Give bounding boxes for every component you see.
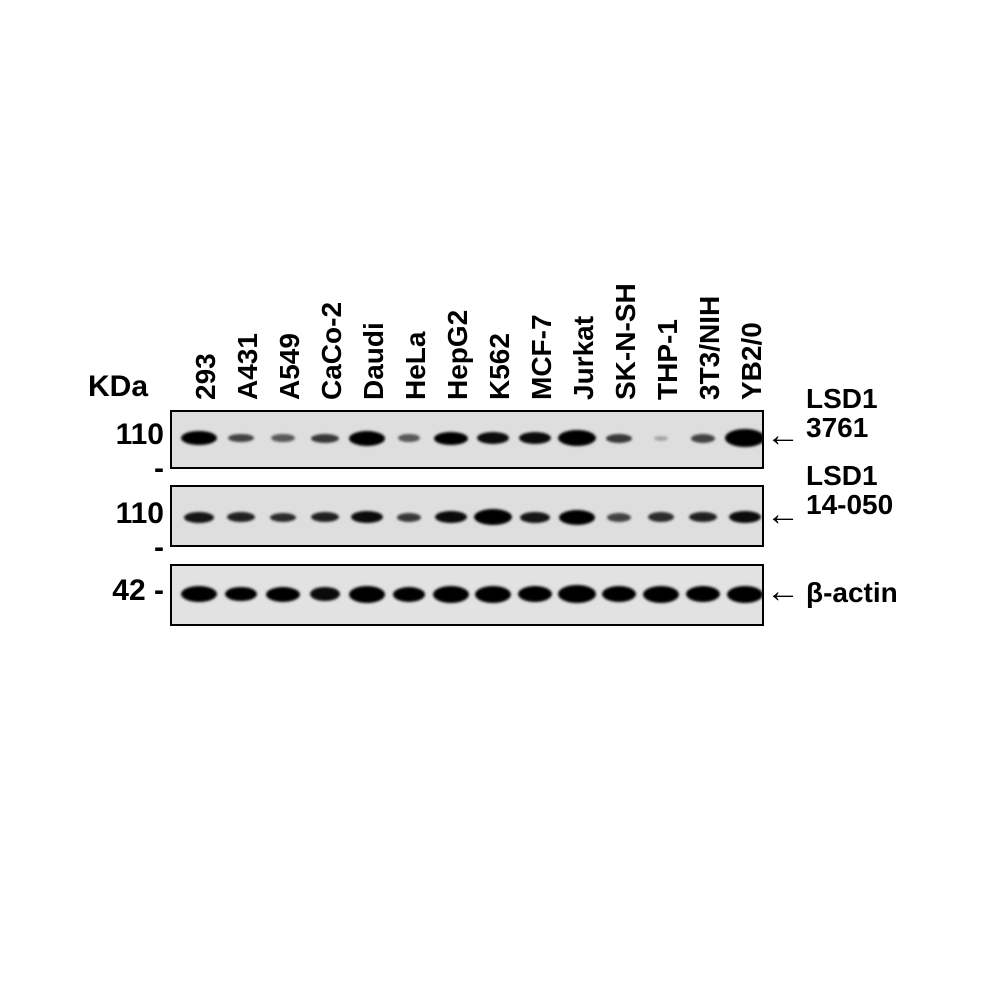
band [271,434,295,442]
band [225,587,257,601]
band [266,587,300,602]
band [397,513,421,522]
band [398,434,420,442]
band [310,587,340,601]
band [643,586,679,603]
blot-strip-beta-actin [170,564,764,626]
band [602,586,636,602]
band [558,430,596,446]
band [393,587,425,602]
band [434,432,468,445]
band [475,586,511,603]
band [227,512,255,522]
band [349,431,385,446]
molecular-weight-label: 42 - [112,574,164,608]
band [520,512,550,523]
arrow-left-icon: ← [766,418,800,452]
antibody-label: LSD114-050 [806,461,893,520]
arrow-left-icon: ← [766,497,800,531]
antibody-label: LSD13761 [806,384,878,443]
molecular-weight-label: 110 - [100,497,164,565]
band [729,511,761,523]
band [607,513,631,522]
band [477,432,509,444]
blot-strip-lsd1-3761 [170,410,764,469]
band [181,431,217,445]
band [181,586,217,602]
band [648,512,674,522]
band [727,586,763,603]
blot-strip-lsd1-14-050 [170,485,764,547]
band [518,586,552,602]
band [686,586,720,602]
band [270,513,296,522]
molecular-weight-label: 110 - [100,418,164,486]
band [433,586,469,603]
kda-units-label: KDa [88,370,148,404]
band [606,434,632,443]
band [311,434,339,443]
band [725,429,764,447]
band [435,511,467,523]
band [691,434,715,443]
antibody-label: β-actin [806,578,898,607]
band [474,509,512,525]
band [654,436,668,441]
arrow-left-icon: ← [766,574,800,608]
band [349,586,385,603]
band [184,512,214,523]
band [559,510,595,525]
band [228,434,254,442]
band [519,432,551,444]
band [311,512,339,522]
band [689,512,717,522]
band [351,511,383,523]
band [558,585,596,603]
